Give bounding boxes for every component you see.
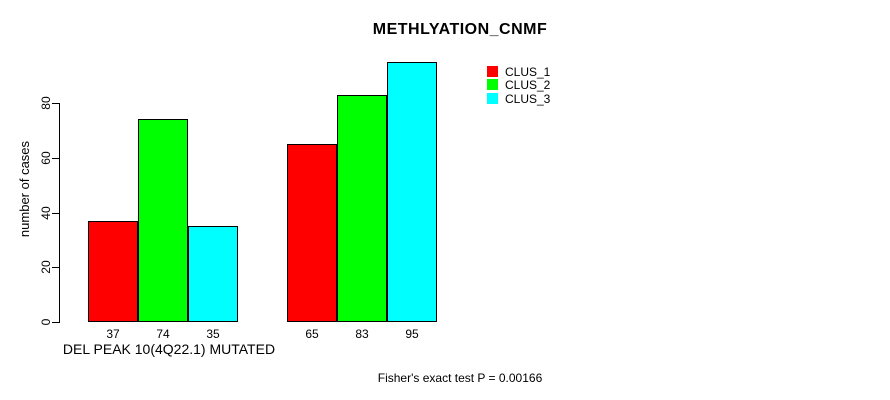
chart-title: METHLYATION_CNMF <box>372 21 548 38</box>
y-tick-label: 0 <box>39 318 53 326</box>
bar-clus_1-group2 <box>287 144 337 322</box>
y-tick-label: 60 <box>39 151 53 165</box>
annotation-fisher-test: Fisher's exact test P = 0.00166 <box>377 371 543 385</box>
y-tick-label: 20 <box>39 260 53 274</box>
legend-item-label: CLUS_3 <box>505 92 551 106</box>
legend-item-label: CLUS_1 <box>505 65 551 79</box>
x-group-label: DEL PEAK 10(4Q22.1) MUTATED <box>62 341 276 357</box>
legend-swatch-icon <box>487 66 498 77</box>
bar-clus_2-group1 <box>138 119 188 322</box>
y-tick-mark <box>52 213 59 214</box>
legend-swatch-icon <box>487 79 498 90</box>
y-axis-label: number of cases <box>17 140 32 238</box>
bar-value-label: 95 <box>405 327 419 341</box>
y-tick-mark <box>52 267 59 268</box>
bar-value-label: 35 <box>206 327 220 341</box>
bar-clus_1-group1 <box>88 221 138 322</box>
y-tick-mark <box>52 158 59 159</box>
y-tick-mark <box>52 322 59 323</box>
y-tick-mark <box>52 103 59 104</box>
bar-value-label: 74 <box>156 327 170 341</box>
bar-clus_3-group1 <box>188 226 238 322</box>
legend-swatch-icon <box>487 93 498 104</box>
bar-value-label: 65 <box>305 327 319 341</box>
bar-value-label: 83 <box>355 327 369 341</box>
legend-item-label: CLUS_2 <box>505 78 551 92</box>
y-axis-line <box>59 103 60 323</box>
bar-clus_3-group2 <box>387 62 437 322</box>
y-tick-label: 40 <box>39 206 53 220</box>
bar-value-label: 37 <box>106 327 120 341</box>
y-tick-label: 80 <box>39 96 53 110</box>
bar-clus_2-group2 <box>337 95 387 322</box>
